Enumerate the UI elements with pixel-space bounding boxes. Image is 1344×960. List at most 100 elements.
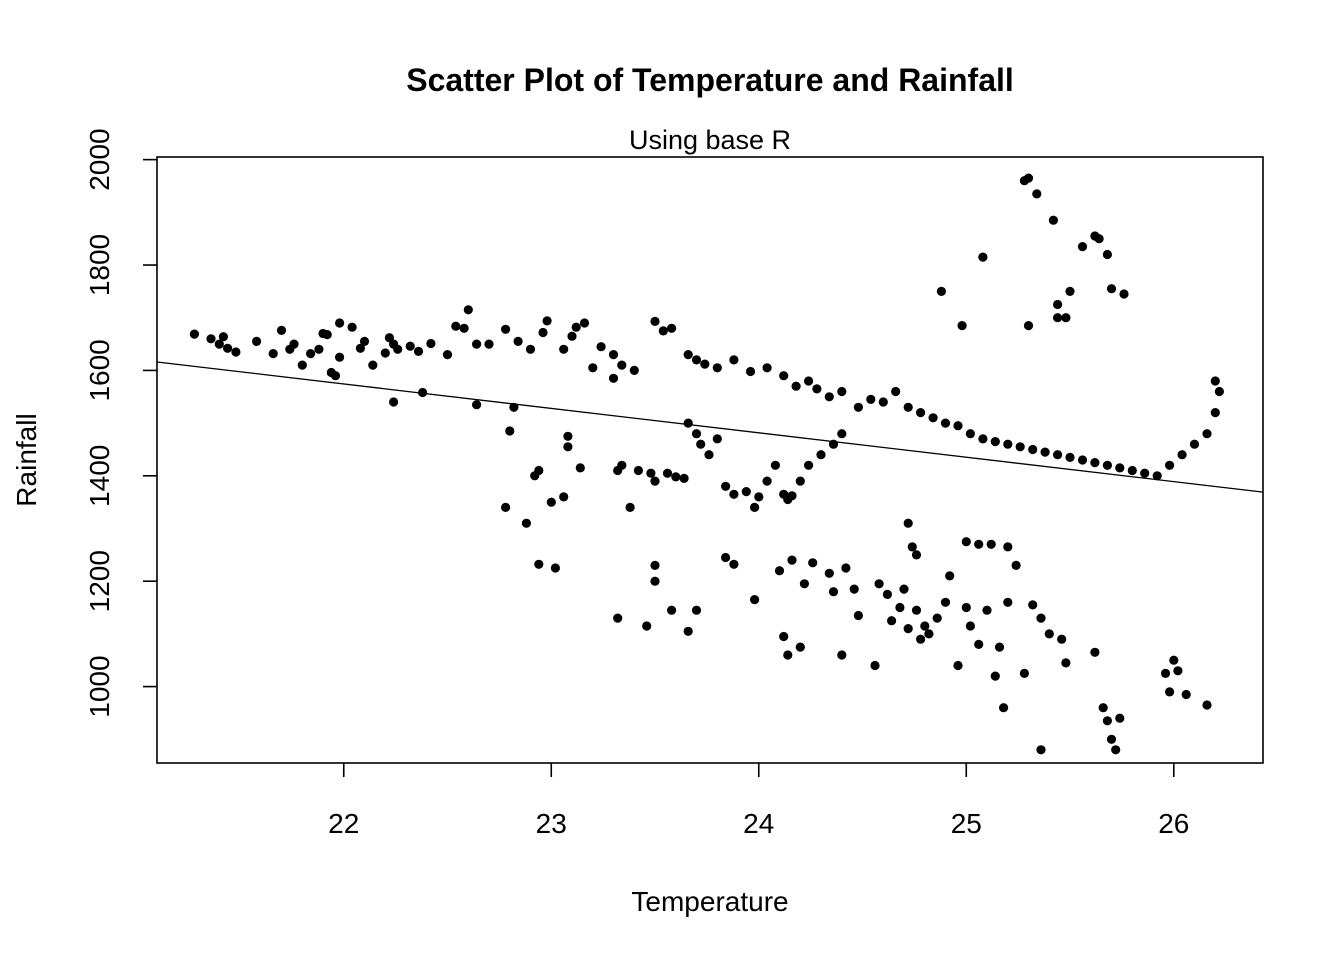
data-point [525, 344, 536, 354]
data-point [546, 497, 556, 507]
data-point [617, 360, 627, 370]
data-point [791, 381, 801, 391]
data-point [413, 346, 424, 356]
data-point [608, 350, 619, 360]
data-point [895, 602, 905, 613]
data-point [1077, 455, 1088, 465]
data-point [1036, 745, 1046, 755]
data-point [559, 492, 569, 502]
data-point [882, 589, 893, 600]
data-point [982, 605, 992, 615]
data-point [1127, 465, 1137, 476]
data-point [1165, 460, 1175, 470]
data-point [837, 386, 847, 397]
data-point [1140, 468, 1150, 478]
data-point [629, 365, 639, 375]
data-point [218, 332, 228, 342]
data-point [837, 429, 847, 439]
data-point [1077, 242, 1088, 252]
data-point [534, 559, 544, 569]
data-point [289, 339, 299, 349]
data-point [650, 476, 660, 486]
data-point [1032, 189, 1042, 199]
x-tick-label: 24 [743, 808, 774, 839]
data-point [563, 442, 573, 452]
data-point [451, 321, 461, 331]
data-point [559, 344, 569, 354]
data-point [683, 350, 693, 360]
data-point [335, 352, 345, 362]
data-point [683, 418, 693, 428]
data-point [903, 624, 913, 634]
data-point [1106, 284, 1117, 294]
data-point [359, 336, 370, 346]
data-point [1040, 447, 1050, 457]
data-point [1044, 629, 1054, 639]
data-point [721, 481, 731, 491]
data-point [691, 429, 702, 439]
data-point [1210, 376, 1220, 386]
data-point [774, 566, 785, 576]
data-point [779, 371, 789, 381]
data-point [924, 629, 934, 639]
y-tick-label: 1000 [84, 655, 115, 717]
data-point [729, 559, 739, 569]
data-point [679, 473, 689, 483]
data-point [314, 344, 324, 354]
data-point [957, 321, 967, 331]
data-point [907, 542, 917, 552]
data-point [978, 434, 988, 444]
data-point [1152, 471, 1162, 481]
data-point [1003, 542, 1013, 552]
data-point [745, 366, 756, 377]
data-point [961, 537, 971, 547]
data-point [1115, 713, 1125, 723]
data-point [978, 252, 988, 262]
data-point [804, 460, 814, 470]
data-point [1111, 745, 1121, 755]
data-point [426, 338, 436, 349]
data-point [945, 571, 955, 581]
y-tick-label: 1200 [84, 550, 115, 612]
data-point [953, 421, 963, 431]
data-point [1053, 313, 1063, 323]
data-point [911, 550, 922, 560]
data-point [874, 579, 884, 589]
data-point [297, 360, 307, 370]
data-point [940, 418, 951, 428]
data-point [1210, 408, 1220, 418]
data-point [1028, 600, 1038, 610]
data-point [824, 568, 834, 578]
data-point [799, 579, 810, 589]
data-point [1090, 647, 1100, 657]
data-point [472, 400, 482, 410]
data-point [1165, 687, 1175, 697]
y-tick-label: 1800 [84, 234, 115, 296]
data-point [762, 476, 772, 486]
data-point [1177, 450, 1187, 460]
data-point [1003, 597, 1013, 607]
data-point [1102, 716, 1112, 726]
data-point [633, 465, 644, 476]
data-point [853, 402, 864, 412]
data-point [1181, 689, 1191, 700]
data-point [1023, 321, 1034, 331]
data-point [650, 576, 660, 586]
data-point [965, 429, 976, 439]
data-point [853, 610, 864, 621]
data-point [335, 318, 345, 328]
data-point [252, 336, 262, 346]
x-tick-label: 25 [951, 808, 982, 839]
data-point [231, 347, 241, 357]
data-point [1160, 668, 1171, 679]
data-point [534, 465, 544, 476]
y-axis: 1000 1200 1400 1600 1800 2000 [84, 128, 157, 718]
data-point [405, 341, 415, 351]
data-point [721, 552, 731, 563]
data-point [712, 363, 722, 373]
data-point [974, 539, 984, 549]
data-point [700, 359, 710, 369]
data-point [380, 348, 390, 358]
data-point [662, 468, 673, 478]
data-point [741, 487, 751, 497]
